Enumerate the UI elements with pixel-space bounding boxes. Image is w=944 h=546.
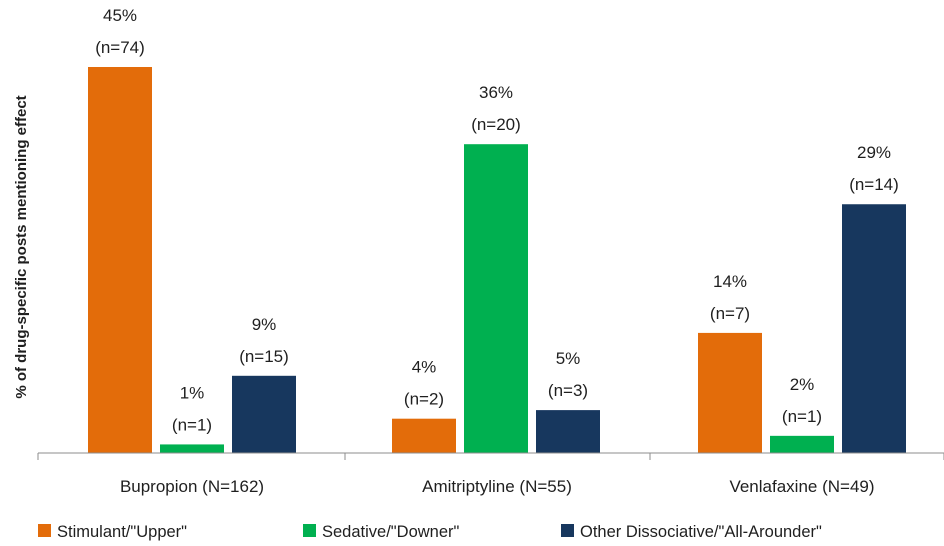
data-label: 5% (556, 349, 581, 368)
data-label: (n=74) (95, 38, 145, 57)
data-label: 14% (713, 272, 747, 291)
x-axis (37, 452, 944, 460)
data-label: (n=7) (710, 304, 750, 323)
legend-item-other-dissociative: Other Dissociative/"All-Arounder" (561, 523, 822, 541)
legend-item-sedative: Sedative/"Downer" (303, 523, 460, 541)
data-label: 36% (479, 83, 513, 102)
bar-venlafaxine-other-dissociative (842, 204, 906, 453)
x-tick-label: Venlafaxine (N=49) (729, 477, 874, 496)
bar-amitriptyline-stimulant (392, 418, 456, 453)
y-axis-label: % of drug-specific posts mentioning effe… (13, 95, 30, 398)
legend: Stimulant/"Upper" Sedative/"Downer" Other … (38, 523, 822, 541)
data-label: (n=20) (471, 115, 521, 134)
legend-swatch (561, 524, 574, 537)
data-label: 45% (103, 6, 137, 25)
legend-swatch (38, 524, 51, 537)
bar-venlafaxine-stimulant (698, 332, 762, 453)
data-label: 4% (412, 358, 437, 377)
data-labels-layer: 45% (n=74) 1% (n=1) 9% (n=15) 4% (n=2) 36% (n=20)… (95, 6, 899, 434)
data-label: (n=1) (782, 407, 822, 426)
data-label: (n=14) (849, 175, 899, 194)
legend-label: Sedative/"Downer" (322, 523, 460, 541)
bar-amitriptyline-other-dissociative (536, 410, 600, 453)
x-tick-labels: Bupropion (N=162) Amitriptyline (N=55) Ven… (120, 477, 875, 496)
data-label: 2% (790, 375, 815, 394)
bar-venlafaxine-sedative (770, 435, 834, 453)
data-label: (n=2) (404, 390, 444, 409)
data-label: (n=15) (239, 347, 289, 366)
data-label: (n=1) (172, 415, 212, 434)
data-label: (n=3) (548, 381, 588, 400)
legend-label: Other Dissociative/"All-Arounder" (580, 523, 822, 541)
bar-bupropion-other-dissociative (232, 375, 296, 453)
bar-bupropion-sedative (160, 444, 224, 453)
data-label: 1% (180, 383, 205, 402)
data-label: 9% (252, 315, 277, 334)
bar-bupropion-stimulant (88, 67, 152, 453)
legend-item-stimulant: Stimulant/"Upper" (38, 523, 187, 541)
legend-label: Stimulant/"Upper" (57, 523, 187, 541)
bars-layer (88, 67, 906, 453)
legend-swatch (303, 524, 316, 537)
bar-amitriptyline-sedative (464, 144, 528, 453)
y-axis-label-group: % of drug-specific posts mentioning effe… (13, 95, 30, 398)
x-tick-label: Amitriptyline (N=55) (422, 477, 572, 496)
data-label: 29% (857, 143, 891, 162)
x-tick-label: Bupropion (N=162) (120, 477, 264, 496)
